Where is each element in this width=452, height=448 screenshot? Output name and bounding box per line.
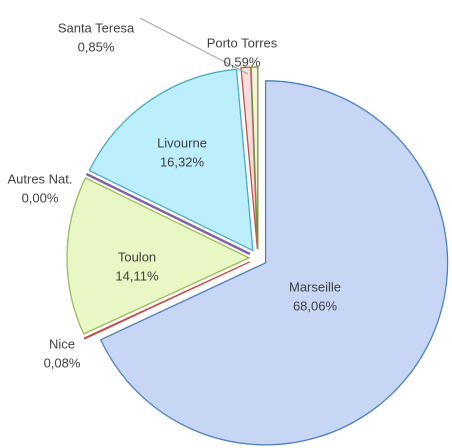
pie-slice <box>83 261 251 340</box>
slice-value-label: 0,00% <box>22 190 59 205</box>
slice-label: Marseille <box>289 279 341 294</box>
slice-label: Santa Teresa <box>58 20 135 35</box>
pie-slice <box>250 66 259 250</box>
slice-label: Toulon <box>118 249 156 264</box>
slice-label: Porto Torres <box>207 35 278 50</box>
slice-value-label: 0,85% <box>78 39 115 54</box>
slice-value-label: 0,59% <box>224 54 261 69</box>
slice-label: Livourne <box>157 135 207 150</box>
slice-label: Autres Nat. <box>7 171 72 186</box>
slice-label: Nice <box>49 336 75 351</box>
slice-value-label: 16,32% <box>160 154 205 169</box>
pie-slice <box>85 172 251 256</box>
pie-slice <box>66 177 251 335</box>
slice-value-label: 14,11% <box>115 268 159 283</box>
pie-slice <box>99 80 449 446</box>
pie-slice <box>88 68 254 252</box>
slice-value-label: 68,06% <box>293 298 338 313</box>
leader-line <box>139 17 249 75</box>
slice-value-label: 0,08% <box>44 355 81 370</box>
